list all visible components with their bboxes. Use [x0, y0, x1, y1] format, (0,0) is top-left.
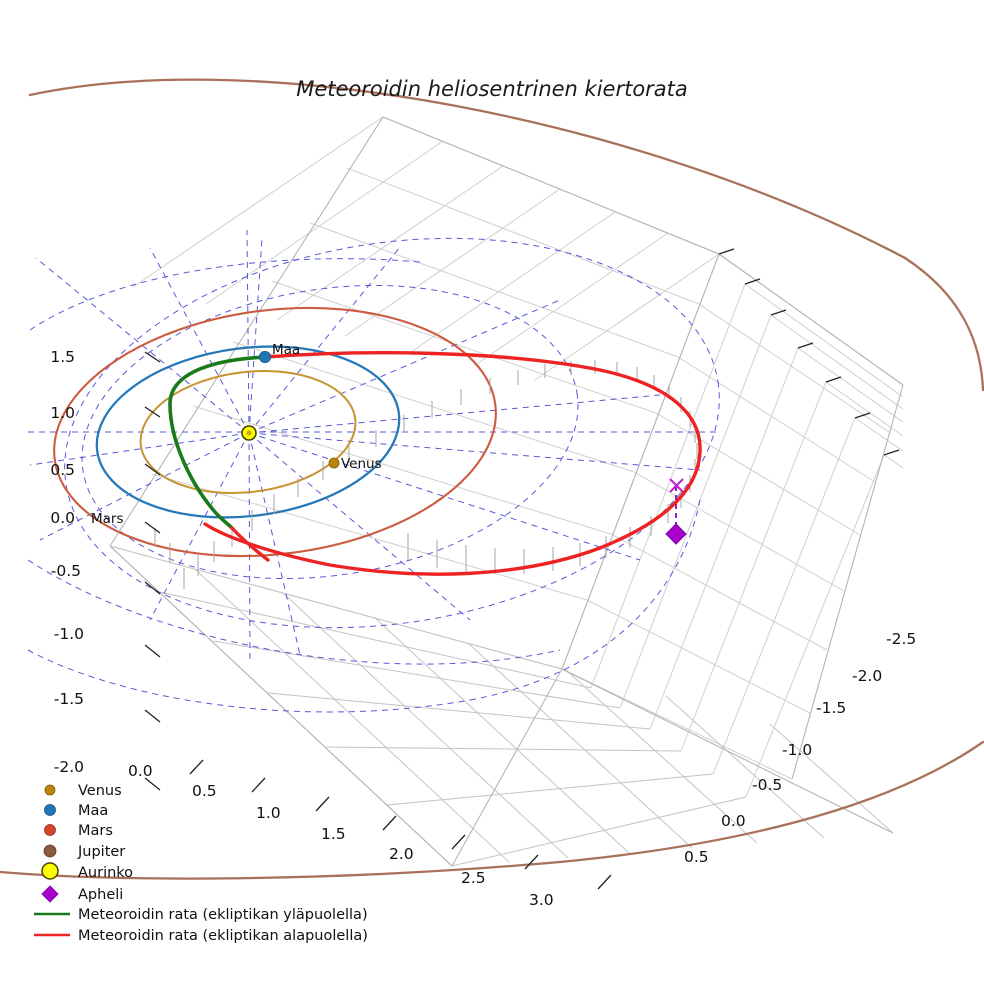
- earth-marker: [258, 350, 271, 363]
- venus-marker: [328, 457, 340, 469]
- axes-grid: [109, 116, 904, 867]
- aphelion-projection-x-icon: [669, 478, 684, 493]
- sun-swatch-icon: [41, 862, 59, 880]
- x-axis-tick-labels: 0.0 0.5 1.0 1.5 2.0 2.5 3.0: [128, 762, 554, 909]
- legend-label: Meteoroidin rata (ekliptikan yläpuolella…: [78, 907, 368, 923]
- meteoroid-orbit-above-ecliptic: [168, 355, 268, 530]
- x-tick: 1.5: [321, 825, 346, 843]
- orbit-stems: [154, 360, 698, 589]
- grid-floor: [109, 545, 894, 867]
- legend-item-orbit-below[interactable]: Meteoroidin rata (ekliptikan alapuolella…: [34, 928, 368, 944]
- y-axis-tick-labels: 0.5 0.0 -0.5 -1.0 -1.5 -2.0 -2.5: [684, 630, 916, 866]
- legend: Venus Maa Mars Jupiter Aurinko Apheli: [34, 783, 368, 944]
- x-tick: 3.0: [529, 891, 554, 909]
- mars-point-label: Mars: [91, 511, 124, 527]
- sun-marker: [241, 425, 257, 441]
- z-tick: 1.0: [50, 404, 75, 422]
- legend-label: Maa: [78, 803, 108, 819]
- axis-ticks: [144, 248, 900, 890]
- meteoroid-orbit-below-ecliptic: [203, 351, 702, 576]
- chart-title: Meteoroidin heliosentrinen kiertorata: [296, 77, 688, 101]
- legend-item-maa[interactable]: Maa: [44, 803, 109, 819]
- legend-item-mars[interactable]: Mars: [44, 823, 113, 839]
- z-tick: 0.0: [50, 509, 75, 527]
- y-tick: 0.5: [684, 848, 709, 866]
- y-tick: 0.0: [721, 812, 746, 830]
- z-tick: -1.0: [54, 625, 84, 643]
- venus-swatch-icon: [44, 784, 56, 796]
- x-tick: 1.0: [256, 804, 281, 822]
- legend-label: Aurinko: [78, 865, 133, 881]
- x-tick: 0.5: [192, 782, 217, 800]
- meteoroid-orbit: [168, 351, 702, 576]
- y-tick: -1.0: [782, 741, 812, 759]
- projection-lines: [27, 229, 720, 713]
- x-tick: 2.0: [389, 845, 414, 863]
- venus-point-label: Venus: [341, 456, 382, 472]
- z-tick: 0.5: [50, 461, 75, 479]
- aphelion-group: [665, 478, 687, 545]
- z-tick: -1.5: [54, 690, 84, 708]
- earth-swatch-icon: [44, 804, 56, 816]
- legend-label: Apheli: [78, 887, 123, 903]
- planet-markers: [258, 350, 340, 469]
- legend-label: Venus: [78, 783, 122, 799]
- x-tick: 2.5: [461, 869, 486, 887]
- legend-item-apheli[interactable]: Apheli: [41, 885, 123, 903]
- y-tick: -1.5: [816, 699, 846, 717]
- axes-frame: [109, 116, 904, 867]
- aphelion-marker: [665, 523, 687, 545]
- z-tick: 1.5: [50, 348, 75, 366]
- meteoroid-orbit-below-ecliptic-tail: [230, 526, 270, 562]
- mars-swatch-icon: [44, 824, 56, 836]
- legend-item-orbit-above[interactable]: Meteoroidin rata (ekliptikan yläpuolella…: [34, 907, 368, 923]
- z-tick: -2.0: [54, 758, 84, 776]
- legend-label: Jupiter: [77, 844, 125, 860]
- orbit-earth: [95, 345, 401, 519]
- legend-item-aurinko[interactable]: Aurinko: [41, 862, 133, 881]
- legend-label: Meteoroidin rata (ekliptikan alapuolella…: [78, 928, 368, 944]
- y-tick: -2.0: [852, 667, 882, 685]
- jupiter-swatch-icon: [43, 844, 57, 858]
- orbit-mars: [53, 306, 497, 558]
- y-tick: -2.5: [886, 630, 916, 648]
- y-tick: -0.5: [752, 776, 782, 794]
- legend-item-jupiter[interactable]: Jupiter: [43, 844, 125, 860]
- x-tick: 0.0: [128, 762, 153, 780]
- planet-orbits: [53, 306, 497, 558]
- legend-label: Mars: [78, 823, 113, 839]
- legend-item-venus[interactable]: Venus: [44, 783, 122, 799]
- orbit-venus: [139, 370, 357, 494]
- z-axis-tick-labels: 1.5 1.0 0.5 0.0 -0.5 -1.0 -1.5 -2.0: [50, 348, 84, 776]
- earth-point-label: Maa: [272, 342, 300, 358]
- aphelion-swatch-icon: [41, 885, 59, 903]
- orbit-jupiter: [0, 78, 984, 880]
- z-tick: -0.5: [51, 562, 81, 580]
- grid-wall-left: [109, 116, 720, 670]
- grid-wall-right: [561, 253, 904, 798]
